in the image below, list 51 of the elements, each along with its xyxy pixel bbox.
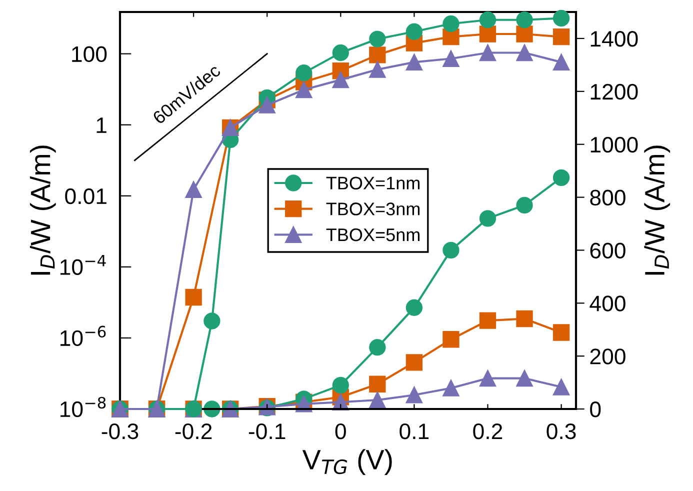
point [552,10,570,27]
y-tick-label: 10$^{−6}$ [60,326,106,346]
point [479,26,496,42]
x-tick-label: -0.1 [248,423,286,440]
point [296,64,312,82]
point [479,44,496,62]
point [258,96,276,114]
y-axis-title: I$_{D}$/W (A/m) [30,146,56,275]
point [204,312,220,330]
x-tick-label: -0.3 [102,423,138,440]
y-tick-label: 10$^{−8}$ [60,396,106,418]
legend-label: TBOX=1nm [326,176,420,190]
point [516,44,533,62]
y-tick-label: 100 [72,46,107,62]
y2-axis-title: I$_{D}$/W (A/m) [644,146,670,275]
point [516,12,533,28]
point [185,288,202,306]
y2-tick-label: 200 [590,348,626,364]
y2-tick-label: 0 [590,402,601,418]
legend-label: TBOX=5nm [326,228,420,242]
point [406,23,423,40]
point [552,28,570,46]
point [479,12,496,28]
y-tick-label: 1 [96,118,106,133]
y2-tick-label: 600 [590,242,626,258]
point [185,181,202,198]
point [332,71,349,88]
x-axis-title: V$_{TG}$ (V) [302,449,392,476]
point [552,54,570,71]
y2-tick-label: 1000 [590,136,638,153]
y2-tick-label: 1400 [590,31,638,47]
legend-label: TBOX=3nm [326,202,420,216]
point [369,46,386,64]
point [369,61,386,78]
point [442,50,460,67]
y2-tick-label: 800 [590,190,626,206]
y-tick-label: 10$^{−4}$ [60,254,106,276]
x-tick-label: -0.2 [175,423,212,440]
x-tick-label: 0.1 [400,423,429,440]
x-tick-label: 0.2 [473,423,502,440]
point [296,81,312,98]
x-tick-label: 0.3 [546,423,576,440]
y2-tick-label: 1200 [590,84,638,100]
point [516,26,533,42]
y-tick-label: 0.01 [65,188,106,204]
point [406,54,423,71]
point [332,44,349,62]
point [369,30,386,48]
point [442,15,460,32]
x-tick-label: 0 [335,423,346,440]
y2-tick-label: 400 [590,296,626,312]
